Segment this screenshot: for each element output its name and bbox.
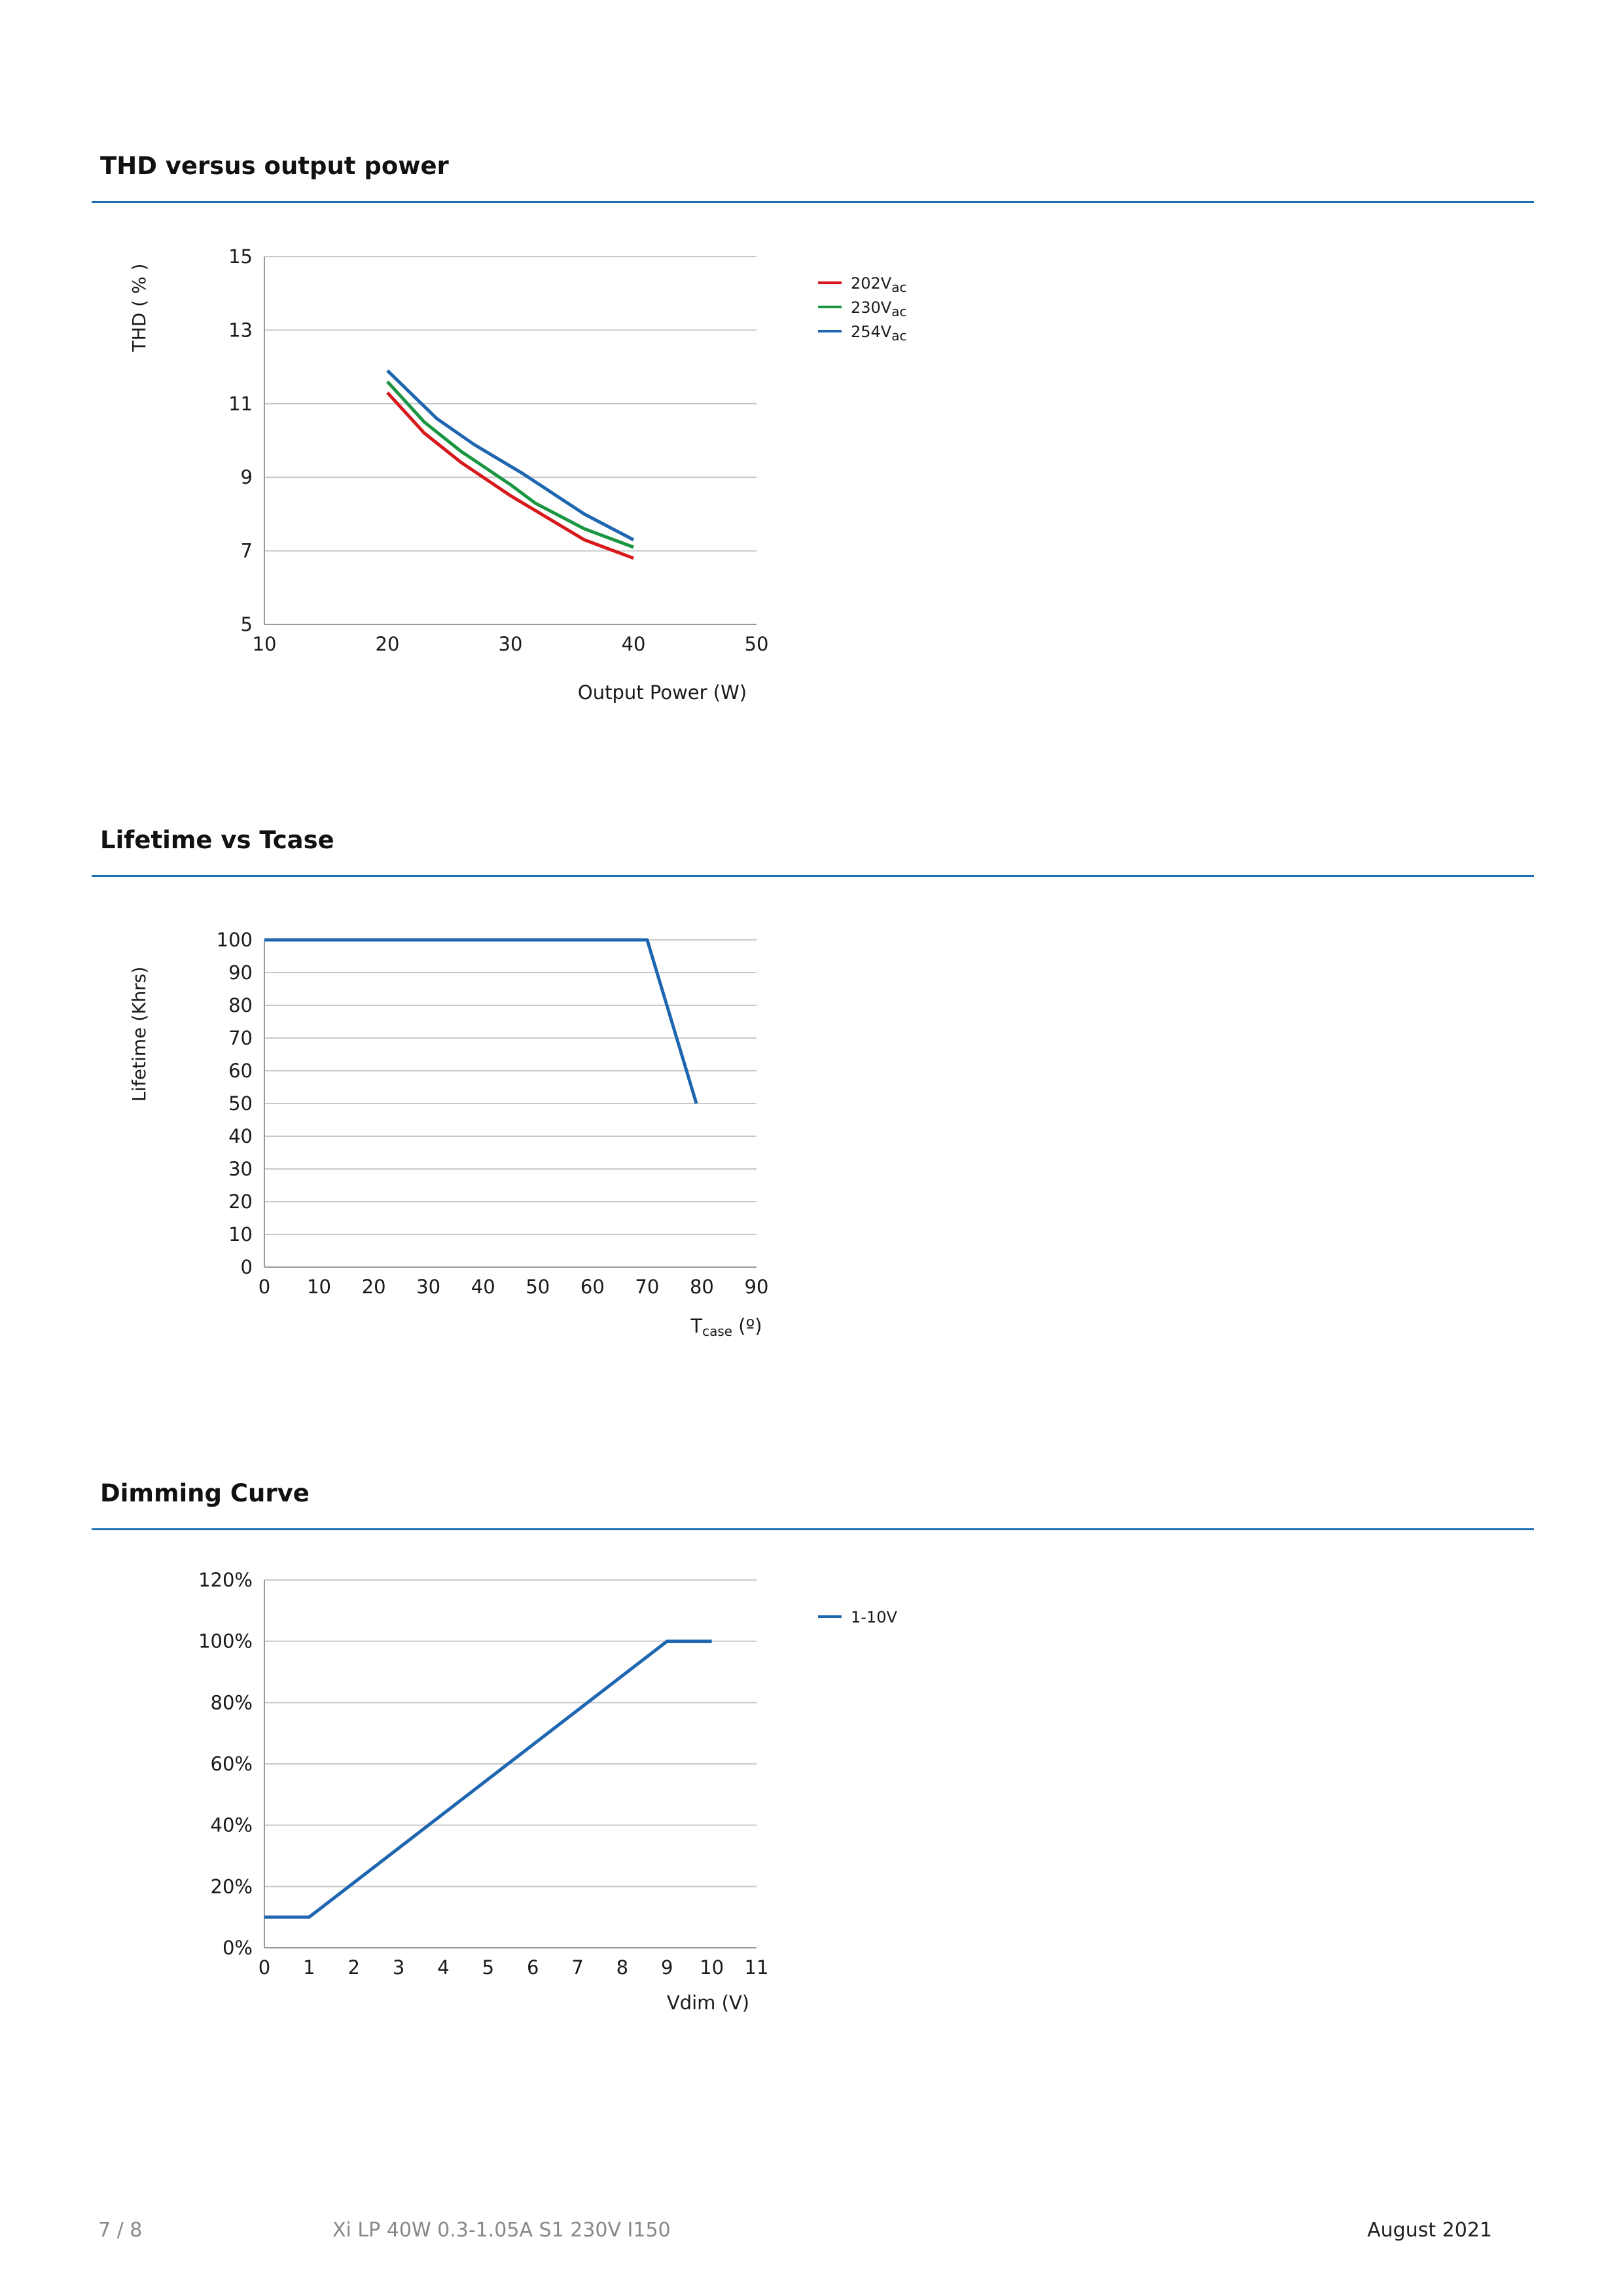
section-rule bbox=[92, 1528, 1534, 1530]
series-line bbox=[386, 391, 634, 560]
legend-label: 1-10V bbox=[851, 1608, 897, 1626]
legend-label: 254Vac bbox=[851, 323, 907, 344]
y-tick-label: 100% bbox=[198, 1630, 253, 1653]
y-tick-label: 60% bbox=[211, 1753, 253, 1775]
x-axis-label: Vdim (V) bbox=[667, 1992, 749, 2014]
x-axis-label: Tcase (º) bbox=[690, 1315, 762, 1339]
x-tick-label: 0 bbox=[259, 1276, 270, 1298]
x-tick-label: 7 bbox=[571, 1956, 583, 1979]
y-tick-label: 11 bbox=[228, 393, 253, 415]
x-tick-label: 90 bbox=[745, 1276, 769, 1298]
x-tick-label: 20 bbox=[362, 1276, 386, 1298]
y-tick-label: 120% bbox=[198, 1569, 253, 1591]
y-tick-label: 80 bbox=[228, 994, 253, 1016]
x-tick-label: 10 bbox=[253, 633, 277, 655]
x-tick-label: 30 bbox=[499, 633, 523, 655]
x-tick-label: 4 bbox=[437, 1956, 449, 1979]
y-tick-label: 20% bbox=[211, 1875, 253, 1897]
x-tick-label: 6 bbox=[527, 1956, 539, 1979]
y-tick-label: 30 bbox=[228, 1158, 253, 1180]
x-tick-label: 8 bbox=[616, 1956, 628, 1979]
series-line bbox=[386, 369, 635, 541]
y-tick-label: 20 bbox=[228, 1191, 253, 1213]
y-tick-label: 100 bbox=[217, 929, 253, 951]
x-tick-label: 10 bbox=[700, 1956, 724, 1979]
y-tick-label: 40 bbox=[228, 1125, 253, 1147]
y-tick-label: 13 bbox=[228, 319, 253, 341]
series-line bbox=[386, 380, 634, 549]
legend-label: 230Vac bbox=[851, 298, 907, 319]
x-tick-label: 20 bbox=[376, 633, 400, 655]
section-title-thd: THD versus output power bbox=[100, 152, 449, 180]
y-tick-label: 7 bbox=[241, 540, 253, 562]
x-tick-label: 60 bbox=[580, 1276, 605, 1298]
x-tick-label: 50 bbox=[526, 1276, 550, 1298]
lifetime-chart: 0 10 20 30 40 50 60 70 80 90 100 0 10 20 30 40 50 60 70 80 9… bbox=[128, 929, 769, 1339]
y-axis-label: THD ( % ) bbox=[128, 264, 150, 353]
x-tick-label: 40 bbox=[622, 633, 646, 655]
section-title-lifetime: Lifetime vs Tcase bbox=[100, 826, 334, 854]
x-tick-label: 5 bbox=[482, 1956, 494, 1979]
thd-chart: 5 7 9 11 13 15 10 20 30 40 50 THD ( % ) Output Power… bbox=[128, 245, 907, 704]
y-axis-label: Lifetime (Khrs) bbox=[128, 967, 150, 1102]
x-tick-label: 30 bbox=[416, 1276, 440, 1298]
page-number: 7 / 8 bbox=[98, 2219, 143, 2242]
x-tick-label: 3 bbox=[393, 1956, 404, 1979]
x-tick-label: 70 bbox=[635, 1276, 659, 1298]
product-name: Xi LP 40W 0.3-1.05A S1 230V I150 bbox=[332, 2219, 671, 2242]
y-tick-label: 15 bbox=[228, 245, 253, 268]
x-tick-label: 80 bbox=[690, 1276, 714, 1298]
section-rule bbox=[92, 875, 1534, 877]
series-line bbox=[264, 938, 698, 1104]
section-title-dimming: Dimming Curve bbox=[100, 1479, 310, 1507]
y-tick-label: 0% bbox=[223, 1937, 253, 1959]
section-rule bbox=[92, 201, 1534, 203]
x-tick-label: 1 bbox=[303, 1956, 315, 1979]
y-tick-label: 10 bbox=[228, 1223, 253, 1246]
x-tick-label: 2 bbox=[348, 1956, 360, 1979]
x-tick-label: 10 bbox=[307, 1276, 331, 1298]
dimming-chart: 0% 20% 40% 60% 80% 100% 120% 0 1 2 3 4 5 6 7 8 9 10 11 Vdim… bbox=[198, 1569, 897, 2014]
x-axis-label: Output Power (W) bbox=[578, 681, 747, 704]
y-tick-label: 5 bbox=[241, 613, 253, 636]
y-tick-label: 0 bbox=[241, 1256, 253, 1278]
x-tick-label: 40 bbox=[471, 1276, 495, 1298]
y-tick-label: 80% bbox=[211, 1691, 253, 1713]
y-tick-label: 60 bbox=[228, 1060, 253, 1082]
series-line bbox=[264, 1640, 712, 1919]
legend-label: 202Vac bbox=[851, 274, 907, 295]
y-tick-label: 70 bbox=[228, 1027, 253, 1049]
y-tick-label: 40% bbox=[211, 1814, 253, 1837]
publish-date: August 2021 bbox=[1367, 2219, 1492, 2242]
x-tick-label: 0 bbox=[259, 1956, 270, 1979]
x-tick-label: 50 bbox=[745, 633, 769, 655]
y-tick-label: 90 bbox=[228, 961, 253, 984]
y-tick-label: 9 bbox=[241, 466, 253, 488]
y-tick-label: 50 bbox=[228, 1092, 253, 1115]
x-tick-label: 9 bbox=[661, 1956, 673, 1979]
x-tick-label: 11 bbox=[745, 1956, 769, 1979]
